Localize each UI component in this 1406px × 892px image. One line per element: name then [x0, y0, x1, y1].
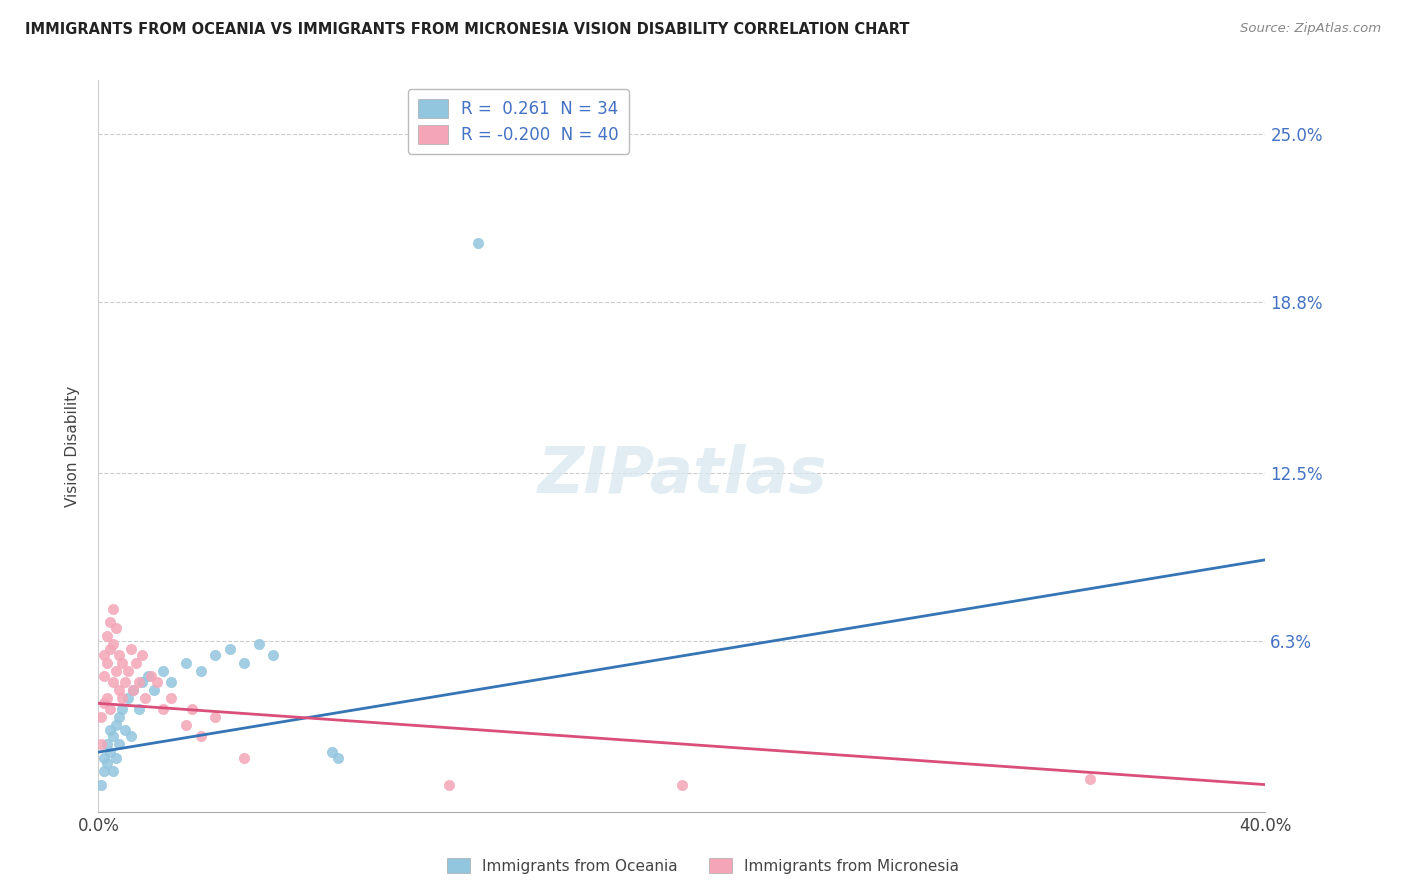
Point: [128, 702, 150, 716]
Point: [131, 674, 153, 689]
Point: [117, 664, 139, 678]
Point: [174, 718, 197, 732]
Point: [190, 664, 212, 678]
Point: [93, 648, 115, 662]
Point: [90, 737, 112, 751]
Point: [93, 697, 115, 711]
Point: [90, 710, 112, 724]
Point: [190, 729, 212, 743]
Point: [111, 702, 134, 716]
Point: [467, 235, 489, 250]
Point: [101, 674, 124, 689]
Point: [104, 620, 127, 634]
Point: [146, 674, 169, 689]
Point: [117, 690, 139, 705]
Point: [98, 702, 121, 716]
Point: [134, 690, 156, 705]
Point: [152, 702, 174, 716]
Point: [671, 778, 693, 792]
Point: [262, 648, 284, 662]
Point: [108, 737, 131, 751]
Point: [139, 669, 162, 683]
Point: [142, 682, 165, 697]
Point: [93, 764, 115, 778]
Point: [104, 664, 127, 678]
Point: [101, 601, 124, 615]
Point: [93, 669, 115, 683]
Point: [131, 648, 153, 662]
Point: [218, 642, 240, 657]
Legend: Immigrants from Oceania, Immigrants from Micronesia: Immigrants from Oceania, Immigrants from…: [441, 852, 965, 880]
Point: [108, 648, 131, 662]
Point: [104, 750, 127, 764]
Point: [321, 745, 343, 759]
Point: [101, 764, 124, 778]
Point: [90, 778, 112, 792]
Text: ZIPatlas: ZIPatlas: [537, 444, 827, 507]
Point: [437, 778, 460, 792]
Legend: R =  0.261  N = 34, R = -0.200  N = 40: R = 0.261 N = 34, R = -0.200 N = 40: [408, 88, 628, 153]
Point: [96, 690, 118, 705]
Point: [108, 682, 131, 697]
Text: Source: ZipAtlas.com: Source: ZipAtlas.com: [1240, 22, 1381, 36]
Point: [111, 656, 134, 670]
Point: [174, 656, 197, 670]
Point: [96, 629, 118, 643]
Point: [326, 750, 349, 764]
Point: [96, 656, 118, 670]
Point: [111, 690, 134, 705]
Point: [104, 718, 127, 732]
Point: [98, 615, 121, 629]
Point: [1080, 772, 1102, 787]
Point: [180, 702, 202, 716]
Point: [233, 750, 256, 764]
Point: [122, 682, 145, 697]
Text: IMMIGRANTS FROM OCEANIA VS IMMIGRANTS FROM MICRONESIA VISION DISABILITY CORRELAT: IMMIGRANTS FROM OCEANIA VS IMMIGRANTS FR…: [25, 22, 910, 37]
Point: [233, 656, 256, 670]
Point: [108, 710, 131, 724]
Point: [96, 737, 118, 751]
Point: [114, 674, 136, 689]
Point: [114, 723, 136, 738]
Point: [122, 682, 145, 697]
Point: [98, 723, 121, 738]
Point: [160, 674, 183, 689]
Point: [120, 729, 142, 743]
Point: [247, 637, 270, 651]
Point: [120, 642, 142, 657]
Point: [98, 642, 121, 657]
Point: [93, 750, 115, 764]
Point: [98, 745, 121, 759]
Point: [204, 710, 226, 724]
Point: [160, 690, 183, 705]
Point: [128, 674, 150, 689]
Point: [204, 648, 226, 662]
Point: [125, 656, 148, 670]
Point: [152, 664, 174, 678]
Point: [101, 637, 124, 651]
Point: [136, 669, 159, 683]
Point: [101, 729, 124, 743]
Point: [96, 756, 118, 770]
Y-axis label: Vision Disability: Vision Disability: [65, 385, 80, 507]
